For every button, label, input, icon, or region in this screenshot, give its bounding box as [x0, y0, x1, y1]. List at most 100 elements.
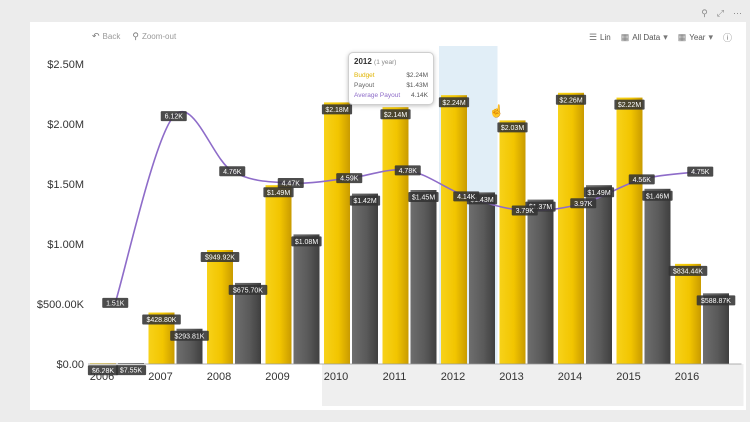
- budget-data-label-bg: [438, 97, 470, 108]
- average-data-label-bg: [277, 177, 304, 188]
- more-icon[interactable]: ⋯: [733, 8, 742, 18]
- average-data-label: 4.76K: [223, 169, 242, 176]
- payout-data-label: $7.55K: [120, 368, 143, 375]
- payout-data-label: $1.45M: [412, 195, 436, 202]
- x-tick-label: 2006: [90, 371, 114, 383]
- x-tick-label: 2008: [207, 371, 231, 383]
- budget-data-label-bg: [380, 109, 411, 120]
- payout-bar: [118, 363, 144, 365]
- payout-data-label: $675.70K: [233, 288, 263, 295]
- info-icon[interactable]: ⓘ: [722, 33, 732, 43]
- tooltip-value: 4.14K: [411, 91, 428, 99]
- list-icon: ☰: [588, 32, 598, 42]
- average-data-label-bg: [687, 166, 714, 177]
- tooltip-row-payout: Payout $1.43M: [354, 80, 428, 90]
- average-data-label-bg: [511, 205, 538, 216]
- budget-bar: [558, 92, 584, 365]
- payout-bar: [293, 234, 320, 364]
- hand-cursor-icon: ☝: [489, 104, 504, 118]
- data-label: All Data: [632, 33, 661, 42]
- expand-icon[interactable]: ⤢: [716, 8, 724, 18]
- budget-bar: [207, 250, 233, 364]
- scale-label: Lin: [600, 33, 611, 42]
- y-tick-label: $0.00: [56, 359, 84, 371]
- x-tick-label: 2010: [324, 371, 348, 383]
- average-data-label-bg: [394, 165, 421, 176]
- budget-bar: [382, 107, 409, 364]
- budget-data-label: $6.28K: [92, 368, 115, 375]
- budget-bar: [499, 120, 526, 365]
- budget-data-label: $834.44K: [673, 268, 703, 275]
- payout-bar: [352, 193, 378, 364]
- filter-icon[interactable]: ⚲: [701, 8, 708, 18]
- payout-data-label-bg: [170, 330, 209, 341]
- budget-data-label: $2.26M: [559, 97, 583, 104]
- payout-data-label-bg: [696, 295, 736, 306]
- tooltip-year: 2012: [354, 57, 372, 66]
- tooltip-label: Payout: [354, 81, 375, 89]
- budget-data-label-bg: [614, 99, 645, 110]
- x-tick-label: 2011: [383, 371, 407, 383]
- magnifier-icon: ⚲: [132, 31, 139, 41]
- data-dropdown[interactable]: ▦ All Data ▾: [621, 32, 668, 43]
- x-tick-label: 2007: [148, 371, 172, 383]
- x-tick-label: 2016: [675, 371, 699, 383]
- window-icons: ⚲ ⤢ ⋯: [701, 8, 742, 19]
- calendar-icon: ▦: [620, 32, 630, 42]
- budget-data-label: $1.49M: [267, 190, 291, 197]
- period-dropdown[interactable]: ▦ Year ▾: [678, 32, 713, 43]
- budget-data-label-bg: [87, 365, 119, 376]
- zoom-out-label: Zoom-out: [141, 32, 177, 41]
- back-label: Back: [102, 32, 121, 41]
- tooltip-row-budget: Budget $2.24M: [354, 70, 428, 80]
- average-data-label: 4.59K: [340, 176, 359, 183]
- average-data-label-bg: [336, 173, 363, 184]
- payout-bar: [469, 192, 495, 364]
- back-arrow-icon: ↶: [92, 31, 100, 41]
- payout-bar: [644, 188, 671, 364]
- average-data-label-bg: [160, 111, 187, 122]
- payout-data-label-bg: [349, 195, 381, 206]
- payout-data-label-bg: [291, 236, 322, 247]
- x-tick-label: 2012: [441, 371, 465, 383]
- zoom-out-button[interactable]: ⚲ Zoom-out: [132, 31, 176, 42]
- budget-data-label-bg: [555, 94, 587, 105]
- tooltip-row-average: Average Payout 4.14K: [354, 90, 428, 100]
- budget-data-label-bg: [497, 122, 528, 133]
- chevron-down-icon: ▾: [708, 32, 713, 42]
- payout-data-label-bg: [115, 365, 147, 376]
- average-data-label: 6.12K: [165, 114, 184, 121]
- payout-bar: [235, 282, 261, 364]
- x-tick-label: 2015: [616, 371, 640, 383]
- payout-data-label-bg: [408, 192, 439, 202]
- toolbar-right: ☰ Lin ▦ All Data ▾ ▦ Year ▾ ⓘ: [589, 31, 732, 44]
- tooltip-subtitle: (1 year): [374, 59, 397, 66]
- payout-bar: [527, 199, 554, 364]
- budget-data-label: $2.24M: [442, 100, 466, 107]
- y-tick-label: $1.00M: [47, 239, 84, 251]
- budget-data-label: $428.80K: [147, 317, 177, 324]
- budget-bar: [616, 97, 643, 364]
- payout-data-label: $588.87K: [701, 298, 731, 305]
- y-tick-label: $1.50M: [47, 179, 84, 191]
- payout-data-label: $1.43M: [470, 197, 494, 204]
- chevron-down-icon: ▾: [663, 32, 668, 42]
- payout-data-label-bg: [228, 284, 268, 295]
- average-data-label-bg: [219, 166, 246, 177]
- budget-data-label: $2.03M: [501, 125, 525, 132]
- average-data-label-bg: [102, 297, 129, 308]
- tooltip-value: $1.43M: [406, 81, 428, 89]
- period-label: Year: [689, 33, 706, 42]
- tooltip: 2012 (1 year) Budget $2.24M Payout $1.43M …: [348, 52, 434, 105]
- budget-data-label: $2.14M: [384, 112, 408, 119]
- average-data-label-bg: [570, 198, 597, 209]
- budget-data-label: $2.18M: [325, 107, 349, 114]
- budget-data-label-bg: [142, 314, 181, 325]
- payout-data-label-bg: [583, 187, 615, 198]
- back-button[interactable]: ↶ Back: [92, 31, 120, 42]
- scale-button[interactable]: ☰ Lin: [589, 32, 611, 43]
- payout-data-label: $1.46M: [646, 193, 670, 200]
- range-selector-band: [322, 364, 744, 406]
- budget-data-label-bg: [321, 104, 353, 115]
